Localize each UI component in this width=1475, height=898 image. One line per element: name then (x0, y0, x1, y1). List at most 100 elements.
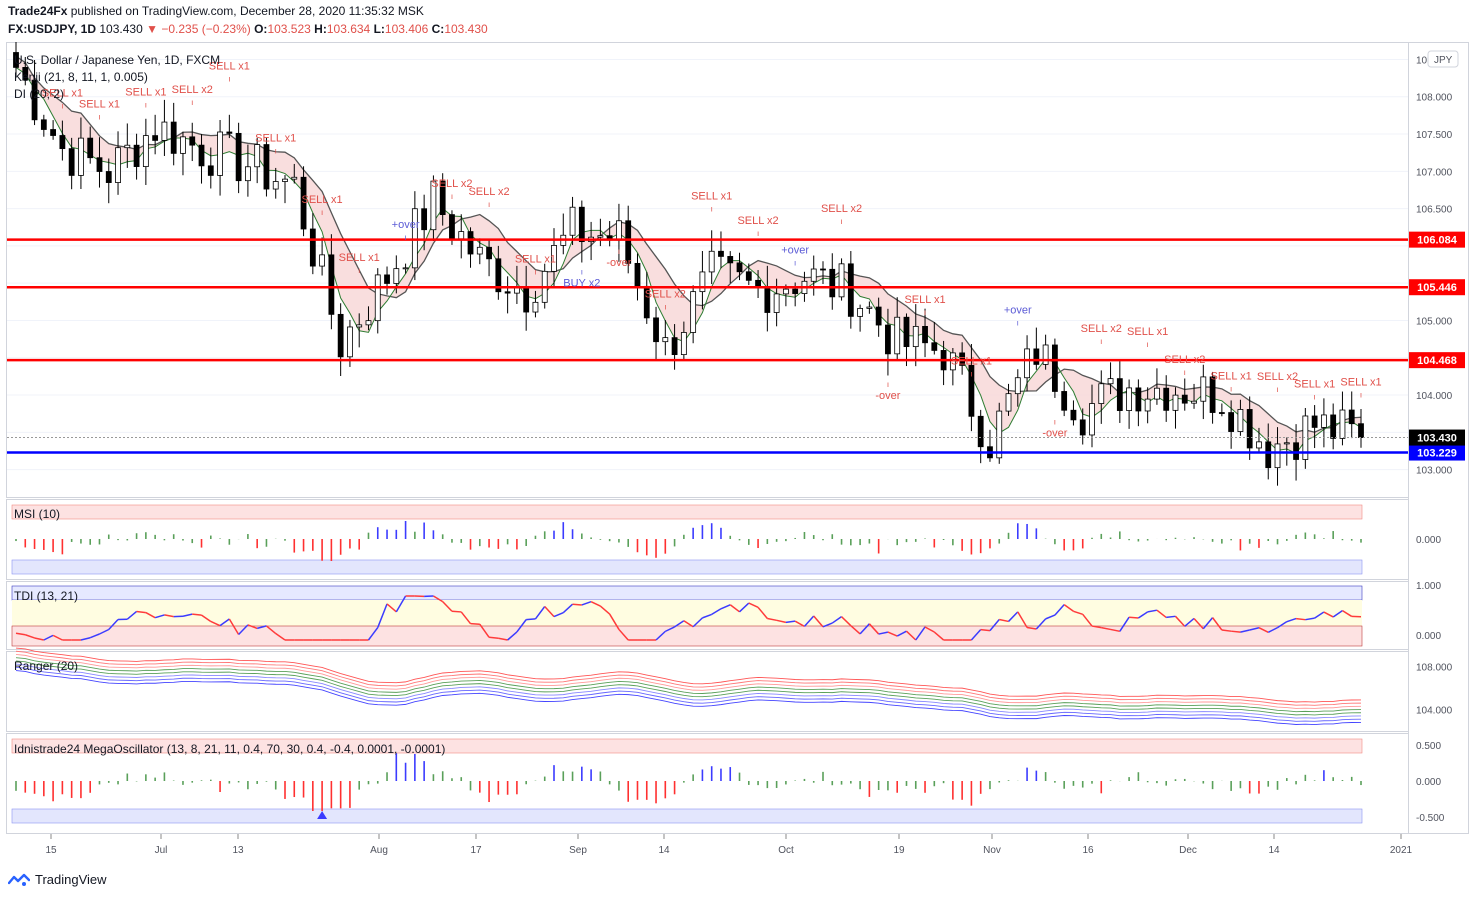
tdi-segment (89, 633, 100, 639)
last-price: 103.430 (99, 22, 143, 36)
candle-down (1209, 376, 1216, 413)
signal-label: SELL x1 (255, 133, 296, 145)
low-value: 103.406 (384, 22, 429, 36)
candle-up (161, 121, 168, 141)
candle-down (1293, 442, 1299, 460)
msi-lower-zone (11, 559, 1363, 575)
candle-down (792, 288, 799, 294)
tdi-segment (1314, 611, 1325, 619)
candles[interactable] (13, 36, 1364, 486)
msi-tick-label: 0.000 (1416, 535, 1441, 546)
time-tick-label: 19 (893, 845, 905, 856)
footer[interactable]: TradingView (8, 872, 107, 887)
candle-up (616, 220, 622, 241)
candle-up (1283, 442, 1290, 445)
signal-tick: ı (840, 217, 842, 226)
last-price-tag (1409, 429, 1465, 446)
chart-svg[interactable]: 106.084 105.446 104.468 103.229 103.430 SELL… (0, 18, 1470, 862)
signal-tick: ı (451, 192, 453, 201)
main-pane-title: U.S. Dollar / Japanese Yen, 1D, FXCM (14, 53, 220, 67)
tdi-segment (905, 630, 917, 641)
tdi-segment (915, 626, 926, 641)
candle-down (764, 287, 771, 313)
tdi-segment (108, 618, 119, 631)
signal-label: -over (606, 257, 631, 269)
candle-down (87, 137, 94, 159)
signal-tick: ı (794, 259, 796, 268)
tdi-segment (386, 603, 397, 613)
time-tick-label: 17 (470, 845, 482, 856)
signal-label: SELL x2 (1257, 371, 1298, 383)
candle-down (634, 262, 641, 287)
ohlc-line: FX:USDJPY, 1D 103.430 ▼ −0.235 (−0.23%) … (8, 22, 488, 36)
signal-label: +over (392, 219, 420, 231)
tdi-segment (228, 618, 240, 635)
time-tick-label: 16 (1082, 845, 1094, 856)
chart-area[interactable]: 106.084 105.446 104.468 103.229 103.430 SELL… (0, 18, 1470, 862)
candle-up (1172, 394, 1179, 411)
candle-up (430, 180, 437, 231)
tdi-segment (1323, 611, 1334, 618)
tdi-segment (25, 634, 35, 639)
mega-title[interactable]: Idnistrade24 MegaOscillator (13, 8, 21, … (14, 742, 445, 756)
tdi-segment (1221, 629, 1232, 632)
tdi-segment (822, 622, 833, 628)
candle-down (1116, 378, 1123, 411)
horizontal-levels[interactable]: 106.084 105.446 104.468 103.229 103.430 (7, 231, 1465, 461)
candle-up (1042, 344, 1049, 365)
signal-label: SELL x2 (737, 215, 778, 227)
mega-upper-zone (11, 738, 1363, 754)
level-price-tag (1409, 279, 1465, 296)
tdi-segment (1054, 604, 1065, 616)
tdi-title[interactable]: TDI (13, 21) (14, 589, 78, 603)
tdi-segment (210, 620, 221, 627)
signal-tick: ı (1054, 417, 1056, 426)
tdi-segment (498, 637, 508, 641)
tdi-segment (1110, 628, 1120, 633)
ranger-band (15, 666, 1362, 722)
price-axes: 108.500108.000107.500107.000106.500105.0… (1416, 55, 1453, 476)
tdi-lower-zone (11, 625, 1363, 647)
candle-up (319, 254, 326, 267)
signal-label: SELL x2 (172, 84, 213, 96)
signal-label: -over (875, 390, 900, 402)
currency-badge[interactable] (1427, 50, 1459, 68)
mega-tick-label: -0.500 (1416, 813, 1445, 824)
ranger-band (15, 654, 1362, 709)
publisher-name[interactable]: Trade24Fx (8, 4, 68, 18)
tdi-segment (1184, 617, 1195, 627)
candle-up (996, 410, 1003, 459)
tdi-segment (460, 611, 472, 625)
candle-down (1061, 391, 1068, 411)
tdi-segment (1240, 629, 1250, 633)
mega-oscillator: 0.500 0.000 -0.500 (11, 738, 1445, 824)
publish-line: Trade24Fx published on TradingView.com, … (8, 4, 424, 18)
candle-down (1311, 415, 1318, 428)
currency-label: JPY (1434, 55, 1453, 66)
signal-label: SELL x2 (821, 203, 862, 215)
mega-tick-label: 0.000 (1416, 777, 1441, 788)
candle-up (810, 268, 817, 282)
candle-down (486, 246, 492, 260)
ranger-bands: 108.000 104.000 (15, 647, 1453, 726)
tdi-segment (581, 600, 592, 606)
tdi-segment (201, 614, 212, 623)
candle-down (189, 136, 196, 146)
signal-label: SELL x2 (468, 186, 509, 198)
tdi-segment (247, 624, 258, 630)
study-di-label[interactable]: DI (20, 2) (14, 87, 64, 101)
msi-title[interactable]: MSI (10) (14, 507, 60, 521)
time-tick-label: 2021 (1390, 845, 1413, 856)
signal-tick: ı (228, 74, 230, 83)
candle-down (152, 135, 159, 141)
ranger-title[interactable]: Ranger (20) (14, 659, 78, 673)
candle-down (718, 250, 724, 257)
candle-up (124, 144, 131, 149)
tradingview-logo-icon (8, 873, 30, 886)
candle-down (625, 220, 632, 264)
signal-tick: ı (1276, 385, 1278, 394)
candle-down (22, 67, 29, 81)
candle-down (977, 415, 984, 448)
study-kenji-label[interactable]: Kenji (21, 8, 11, 1, 0.005) (14, 70, 148, 84)
tdi-segment (729, 604, 740, 613)
